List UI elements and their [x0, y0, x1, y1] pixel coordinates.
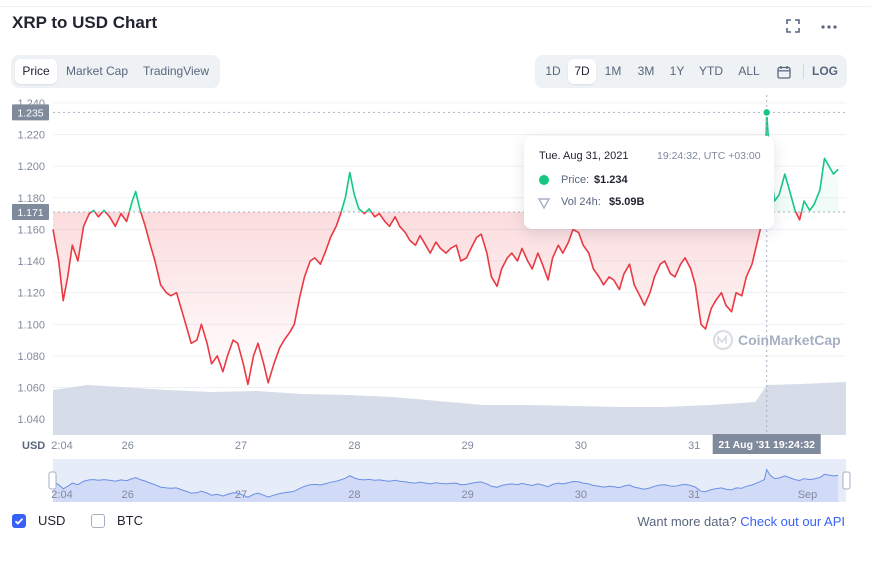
navigator-background	[53, 459, 846, 502]
tab-market-cap[interactable]: Market Cap	[65, 64, 129, 78]
tab-tradingview[interactable]: TradingView	[142, 64, 210, 78]
price-dot-icon	[539, 175, 549, 185]
y-tick-label: 1.080	[17, 351, 45, 363]
x-tick-label: 28	[348, 440, 360, 452]
navigator-line	[52, 468, 839, 498]
y-tick-label: 1.140	[17, 256, 45, 268]
usd-label: USD	[38, 513, 66, 528]
range-1m[interactable]: 1M	[604, 64, 622, 78]
navigator-tick-label: 30	[575, 489, 587, 501]
tab-price[interactable]: Price	[15, 59, 57, 84]
x-tick-label: 31	[688, 440, 700, 452]
y-tick-label: 1.100	[17, 319, 45, 331]
crosshair-y-label: 1.235	[17, 107, 43, 119]
navigator-tick-label: 29	[462, 489, 474, 501]
navigator-handle-left[interactable]	[48, 471, 57, 490]
navigator-tick-label: 2:04	[51, 489, 72, 501]
x-tick-label: 26	[122, 440, 134, 452]
more-data: Want more data? Check out our API	[637, 514, 845, 529]
y-tick-label: 1.160	[17, 224, 45, 236]
y-tick-label: 1.120	[17, 288, 45, 300]
watermark-text: CoinMarketCap	[738, 332, 841, 348]
crosshair-x-label-bg	[712, 434, 821, 454]
top-border	[0, 0, 871, 7]
volume-area	[53, 382, 846, 435]
log-toggle[interactable]: LOG	[812, 64, 838, 78]
baseline-label-bg	[12, 204, 49, 221]
tooltip-price-label: Price:	[561, 174, 590, 186]
chart-type-tabs: Price Market Cap TradingView	[11, 55, 220, 88]
range-all[interactable]: ALL	[738, 64, 760, 78]
navigator-tick-label: 26	[122, 489, 134, 501]
btc-label: BTC	[117, 513, 143, 528]
navigator-tick-label: 31	[688, 489, 700, 501]
range-1d[interactable]: 1D	[545, 64, 561, 78]
price-chart[interactable]: 1.2401.2201.2001.1801.1601.1401.1201.100…	[0, 95, 871, 505]
range-3m[interactable]: 3M	[637, 64, 655, 78]
api-link[interactable]: Check out our API	[740, 514, 845, 529]
btc-checkbox[interactable]	[91, 514, 105, 528]
navigator-tick-label: 27	[235, 489, 247, 501]
y-tick-label: 1.060	[17, 383, 45, 395]
log-divider	[803, 64, 804, 79]
calendar-icon[interactable]	[771, 59, 797, 84]
coinmarketcap-logo-icon	[712, 329, 734, 351]
highlight-point[interactable]	[761, 107, 772, 118]
range-ytd[interactable]: YTD	[699, 64, 723, 78]
time-range-tabs: 1D 7D 1M 3M 1Y YTD ALL LOG	[535, 55, 847, 88]
fullscreen-icon[interactable]	[785, 18, 801, 39]
baseline-label: 1.171	[17, 207, 43, 219]
navigator-fill	[53, 469, 839, 502]
range-7d[interactable]: 7D	[568, 59, 596, 84]
tooltip-time: 19:24:32, UTC +03:00	[657, 150, 761, 162]
chart-title: XRP to USD Chart	[12, 13, 158, 32]
range-1y[interactable]: 1Y	[669, 64, 685, 78]
x-tick-label: 29	[462, 440, 474, 452]
more-icon[interactable]	[820, 18, 838, 39]
tooltip-volume-value: $5.09B	[609, 196, 645, 208]
tooltip-price-value: $1.234	[594, 174, 628, 186]
x-tick-label: 30	[575, 440, 587, 452]
x-tick-label: 27	[235, 440, 247, 452]
currency-label: USD	[22, 440, 45, 452]
x-tick-label: 2:04	[51, 440, 72, 452]
y-tick-label: 1.200	[17, 161, 45, 173]
navigator-tick-label: 28	[348, 489, 360, 501]
price-tooltip: Tue. Aug 31, 2021 19:24:32, UTC +03:00 P…	[524, 136, 774, 229]
tooltip-date: Tue. Aug 31, 2021	[539, 150, 629, 162]
price-fill-below	[53, 212, 802, 385]
tooltip-volume-label: Vol 24h:	[561, 196, 601, 208]
y-tick-label: 1.180	[17, 193, 45, 205]
y-tick-label: 1.040	[17, 414, 45, 426]
more-data-text: Want more data?	[637, 514, 737, 529]
volume-icon	[537, 196, 551, 214]
usd-checkbox[interactable]	[12, 514, 26, 528]
crosshair-x-label: 21 Aug '31 19:24:32	[718, 439, 815, 451]
crosshair-y-label-bg	[12, 104, 49, 121]
navigator-tick-label: Sep	[798, 489, 818, 501]
y-tick-label: 1.220	[17, 130, 45, 142]
navigator-handle-right[interactable]	[842, 471, 851, 490]
price-line-below	[52, 212, 803, 386]
